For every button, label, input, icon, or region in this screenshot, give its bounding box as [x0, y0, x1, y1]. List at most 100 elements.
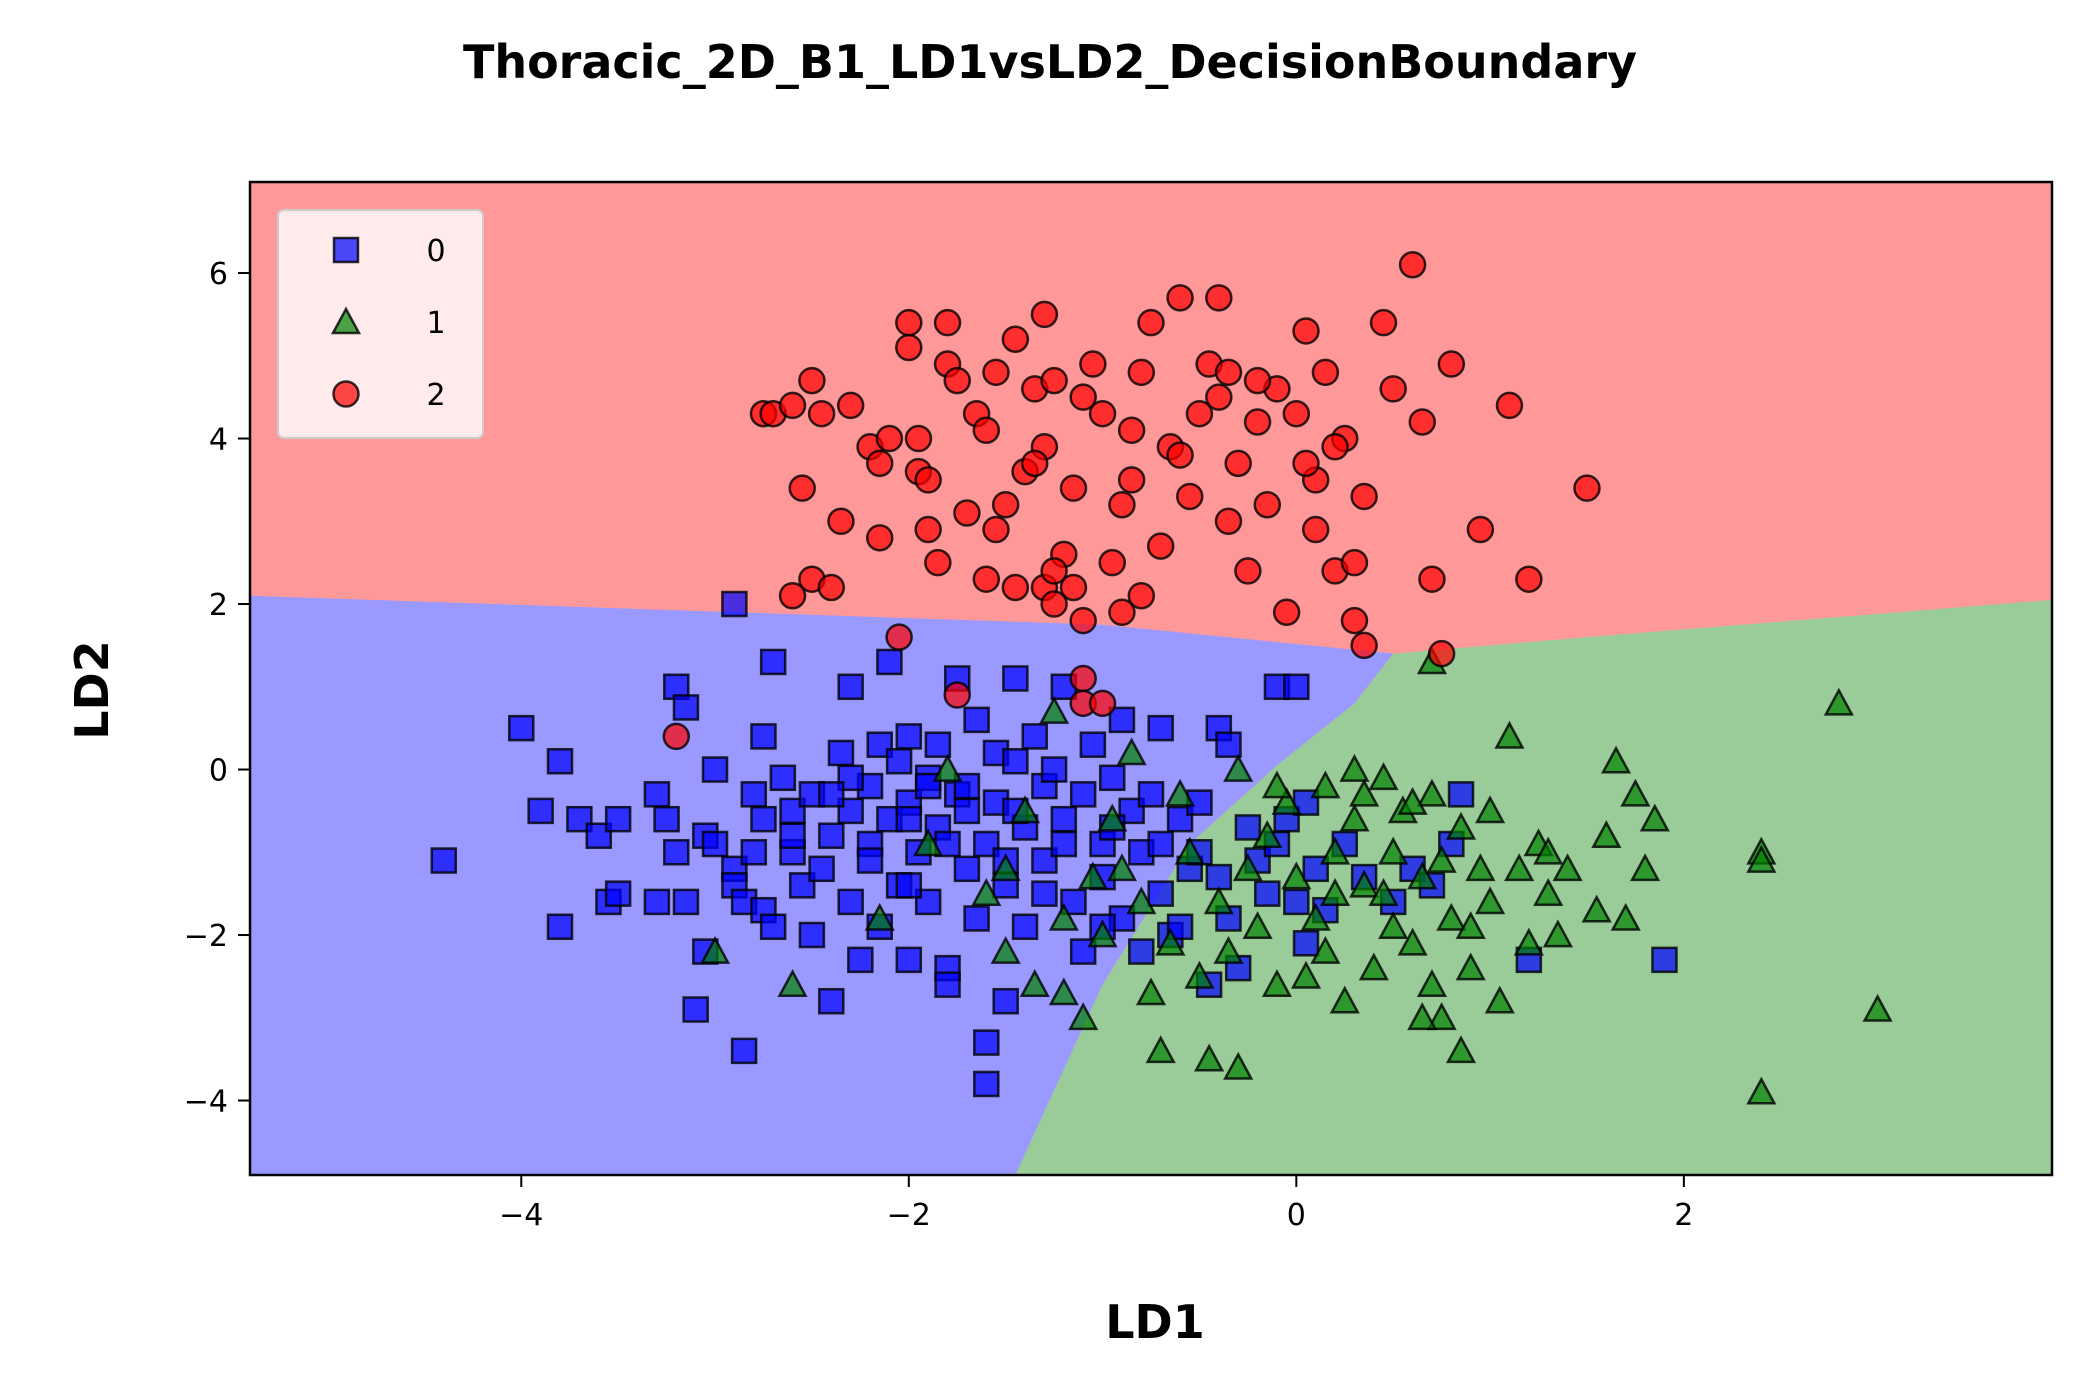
point-class-2	[982, 515, 1010, 544]
series-1	[699, 646, 1893, 1105]
point-class-1	[1174, 836, 1205, 865]
x-tick-label: 0	[1287, 1198, 1306, 1233]
point-class-0	[1011, 913, 1039, 940]
point-class-1	[1600, 745, 1632, 774]
point-class-0	[701, 756, 729, 783]
point-class-1	[1746, 844, 1777, 873]
point-class-1	[1039, 695, 1070, 724]
x-tick-label: −2	[887, 1198, 931, 1233]
point-class-0	[1147, 714, 1174, 742]
point-class-1	[1358, 952, 1389, 981]
point-class-1	[1281, 861, 1312, 890]
point-class-1	[1009, 795, 1041, 824]
point-class-0	[527, 797, 554, 825]
point-class-1	[1474, 886, 1506, 915]
point-class-0	[672, 888, 700, 916]
point-class-1	[1203, 886, 1234, 915]
point-class-0	[1292, 930, 1320, 957]
point-class-1	[1610, 902, 1641, 931]
point-class-1	[1077, 861, 1108, 890]
point-class-0	[895, 723, 923, 750]
point-class-2	[1040, 557, 1068, 585]
point-class-0	[837, 888, 864, 916]
point-class-0	[1108, 706, 1136, 734]
point-class-2	[798, 366, 826, 395]
point-class-2	[885, 623, 913, 651]
point-class-0	[1128, 938, 1155, 965]
point-class-1	[1426, 1002, 1457, 1031]
point-class-2	[1205, 383, 1233, 411]
point-class-0	[721, 590, 748, 618]
point-class-1	[1213, 935, 1244, 964]
point-class-2	[991, 490, 1020, 519]
point-class-2	[1040, 366, 1068, 395]
point-class-0	[1050, 673, 1078, 701]
point-class-2	[1059, 573, 1088, 602]
point-class-2	[1369, 308, 1398, 337]
point-class-1	[1862, 993, 1893, 1022]
point-class-1	[1378, 836, 1409, 865]
point-class-0	[604, 880, 632, 907]
point-class-2	[1214, 358, 1243, 387]
legend-marker-0	[332, 236, 360, 264]
point-class-2	[778, 391, 807, 420]
point-class-2	[914, 466, 942, 494]
point-class-1	[1232, 853, 1263, 882]
point-class-2	[788, 474, 816, 502]
point-class-0	[769, 764, 797, 792]
point-class-0	[1234, 814, 1262, 841]
point-class-1	[1290, 960, 1322, 989]
point-class-0	[604, 805, 632, 833]
point-class-1	[1746, 1076, 1777, 1105]
point-class-2	[1398, 251, 1427, 279]
point-class-1	[1823, 687, 1854, 716]
point-class-2	[1030, 300, 1059, 329]
point-class-0	[973, 1070, 1000, 1098]
point-class-0	[895, 946, 923, 974]
point-class-0	[856, 847, 884, 874]
point-class-0	[508, 714, 535, 742]
point-class-2	[1340, 548, 1369, 577]
point-class-2	[1069, 383, 1097, 411]
point-class-1	[1048, 902, 1079, 931]
point-class-2	[1243, 408, 1272, 436]
point-class-1	[1542, 919, 1573, 948]
point-class-1	[1261, 770, 1293, 799]
point-class-1	[971, 878, 1002, 906]
y-tick-label: −2	[184, 919, 228, 954]
point-class-1	[1552, 853, 1583, 882]
point-class-2	[1515, 565, 1543, 593]
point-class-1	[990, 935, 1021, 964]
legend-label-0: 0	[426, 234, 445, 269]
point-class-2	[1137, 308, 1165, 337]
point-class-2	[1117, 416, 1146, 444]
point-class-0	[808, 855, 835, 883]
point-class-1	[1407, 1002, 1438, 1031]
point-class-2	[1234, 557, 1262, 585]
point-class-0	[759, 913, 787, 940]
point-class-1	[1319, 878, 1351, 906]
point-class-2	[1117, 466, 1146, 494]
point-class-1	[1513, 927, 1544, 956]
point-class-0	[1447, 781, 1475, 808]
point-class-2	[778, 582, 807, 610]
point-class-1	[699, 935, 731, 964]
point-class-0	[1215, 731, 1242, 758]
point-class-1	[1378, 911, 1409, 940]
point-class-1	[1349, 778, 1380, 807]
point-class-1	[1126, 886, 1157, 915]
point-class-1	[1116, 737, 1147, 766]
point-class-0	[672, 694, 700, 721]
point-class-2	[972, 565, 1001, 593]
point-class-0	[1254, 880, 1281, 907]
point-class-2	[1185, 399, 1214, 428]
point-class-2	[914, 515, 942, 544]
legend-label-2: 2	[426, 378, 445, 413]
point-class-0	[895, 872, 923, 899]
point-class-2	[836, 391, 865, 420]
point-class-1	[1310, 935, 1341, 964]
point-class-1	[1630, 853, 1661, 882]
point-class-2	[1427, 639, 1456, 668]
point-class-2	[1437, 350, 1466, 378]
point-class-2	[865, 449, 894, 478]
